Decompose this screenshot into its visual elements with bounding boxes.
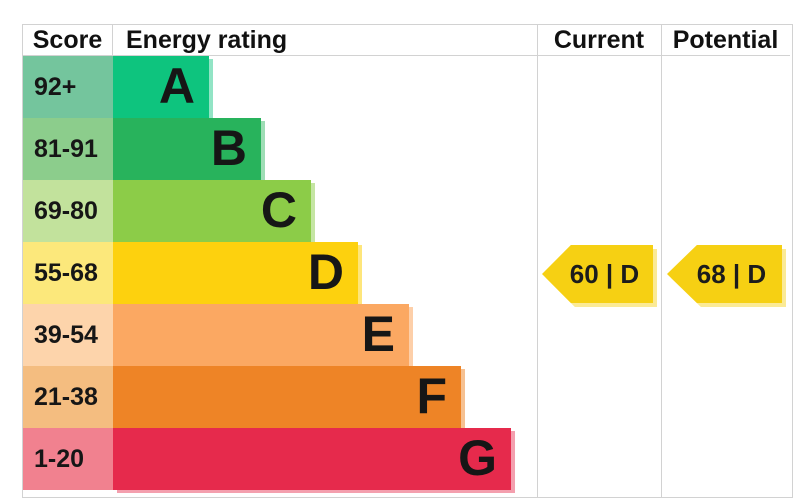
current-rating-arrow: 60 | D <box>542 245 653 303</box>
column-header-potential: Potential <box>661 25 790 56</box>
column-header-score: Score <box>23 25 113 56</box>
band-row-d: 55-68 D <box>23 242 536 304</box>
potential-rating-value: 68 | D <box>667 245 782 303</box>
band-rating-bar: G <box>113 428 511 490</box>
column-header-current: Current <box>537 25 661 56</box>
band-row-a: 92+ A <box>23 56 536 118</box>
band-row-f: 21-38 F <box>23 366 536 428</box>
band-score-range: 81-91 <box>23 118 113 180</box>
band-score-range: 55-68 <box>23 242 113 304</box>
band-score-range: 92+ <box>23 56 113 118</box>
band-row-b: 81-91 B <box>23 118 536 180</box>
band-rating-bar: B <box>113 118 261 180</box>
band-score-range: 69-80 <box>23 180 113 242</box>
current-column-divider <box>537 25 538 497</box>
potential-rating-arrow: 68 | D <box>667 245 782 303</box>
band-score-range: 21-38 <box>23 366 113 428</box>
column-header-energy-rating: Energy rating <box>113 25 537 56</box>
band-rating-bar: E <box>113 304 409 366</box>
band-rating-bar: D <box>113 242 358 304</box>
band-rating-bar: F <box>113 366 461 428</box>
band-rating-bar: C <box>113 180 311 242</box>
band-row-e: 39-54 E <box>23 304 536 366</box>
band-row-g: 1-20 G <box>23 428 536 490</box>
current-rating-value: 60 | D <box>542 245 653 303</box>
epc-rating-chart: Score Energy rating Current Potential 92… <box>22 24 793 498</box>
potential-column-divider <box>661 25 662 497</box>
band-score-range: 39-54 <box>23 304 113 366</box>
band-row-c: 69-80 C <box>23 180 536 242</box>
band-score-range: 1-20 <box>23 428 113 490</box>
band-rating-bar: A <box>113 56 209 118</box>
